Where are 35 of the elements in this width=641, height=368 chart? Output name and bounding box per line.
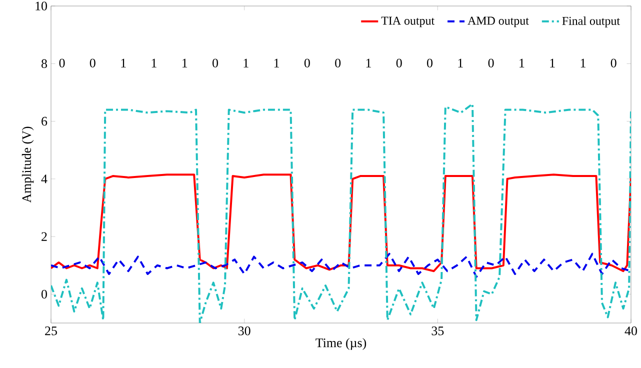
line-series xyxy=(51,102,632,323)
annotation: 1 xyxy=(182,58,188,68)
x-axis-title: Time (µs) xyxy=(316,338,366,350)
y-tick-label: 10 xyxy=(36,2,47,10)
annotation: 1 xyxy=(520,58,524,68)
y-tick-label: 6 xyxy=(42,116,48,126)
y-tick-label: 0 xyxy=(42,290,47,299)
annotation: 1 xyxy=(458,58,463,68)
y-tick-label: 4 xyxy=(41,174,48,184)
x-tick-label: 35 xyxy=(432,326,444,336)
annotation: 1 xyxy=(366,58,371,68)
annotation: 0 xyxy=(304,58,310,68)
x-tick-label: 40 xyxy=(624,326,637,336)
annotation: 0 xyxy=(212,58,218,68)
annotation: 0 xyxy=(427,58,432,68)
annotation: 1 xyxy=(580,58,586,68)
x-tick-label: 25 xyxy=(45,326,57,336)
annotation: 0 xyxy=(396,58,402,68)
annotation: 1 xyxy=(274,58,279,68)
y-axis-title: Amplitude (V) xyxy=(22,126,34,203)
y-tick-label: 8 xyxy=(42,59,47,68)
annotation: 1 xyxy=(121,58,126,68)
annotation: 0 xyxy=(335,58,341,68)
legend-label: TIA output xyxy=(381,16,434,28)
annotation: 1 xyxy=(244,58,248,68)
legend-label: AMD output xyxy=(468,16,529,28)
annotation: 1 xyxy=(550,58,555,68)
y-tick-label: 2 xyxy=(42,232,47,241)
legend-label: Final output xyxy=(562,16,620,28)
annotation: 1 xyxy=(152,58,156,68)
annotation: 0 xyxy=(90,58,96,68)
annotation: 0 xyxy=(610,58,616,68)
x-tick-label: 30 xyxy=(238,326,250,336)
annotation: 0 xyxy=(59,58,65,68)
annotation: 0 xyxy=(488,58,494,68)
